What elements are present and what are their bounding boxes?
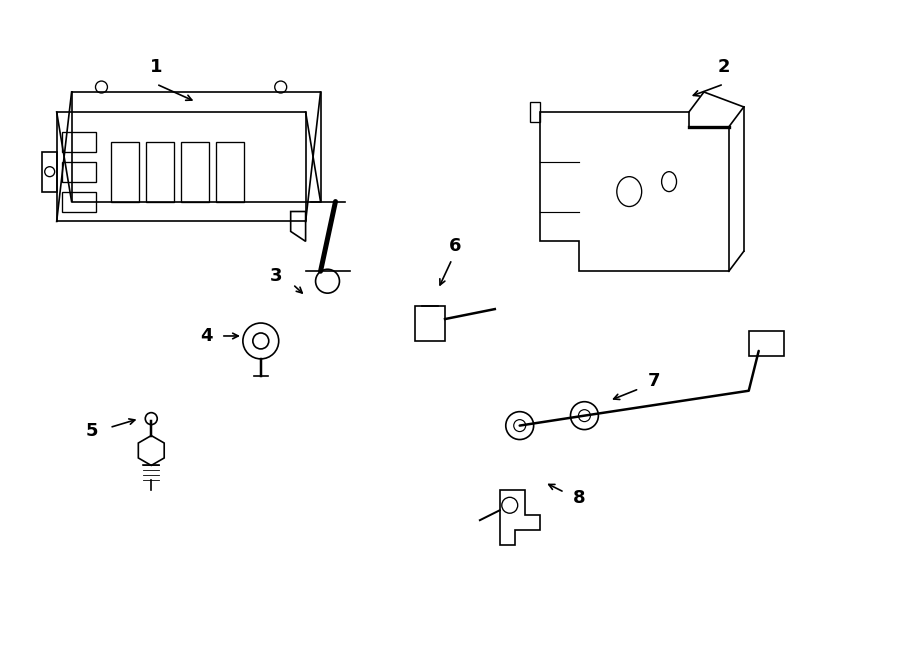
Text: 5: 5 xyxy=(86,422,98,440)
Bar xyxy=(749,331,784,356)
Text: 7: 7 xyxy=(648,371,661,390)
Text: 3: 3 xyxy=(269,267,282,286)
Text: 1: 1 xyxy=(150,58,163,76)
Text: 6: 6 xyxy=(449,237,461,255)
Bar xyxy=(216,142,244,202)
Bar xyxy=(61,132,96,152)
Bar xyxy=(181,142,209,202)
Bar xyxy=(415,306,445,341)
Bar xyxy=(61,192,96,212)
Bar xyxy=(147,142,175,202)
Text: 4: 4 xyxy=(200,327,212,345)
Bar xyxy=(112,142,140,202)
Text: 8: 8 xyxy=(573,489,586,507)
Text: 2: 2 xyxy=(717,58,730,76)
Bar xyxy=(61,162,96,182)
